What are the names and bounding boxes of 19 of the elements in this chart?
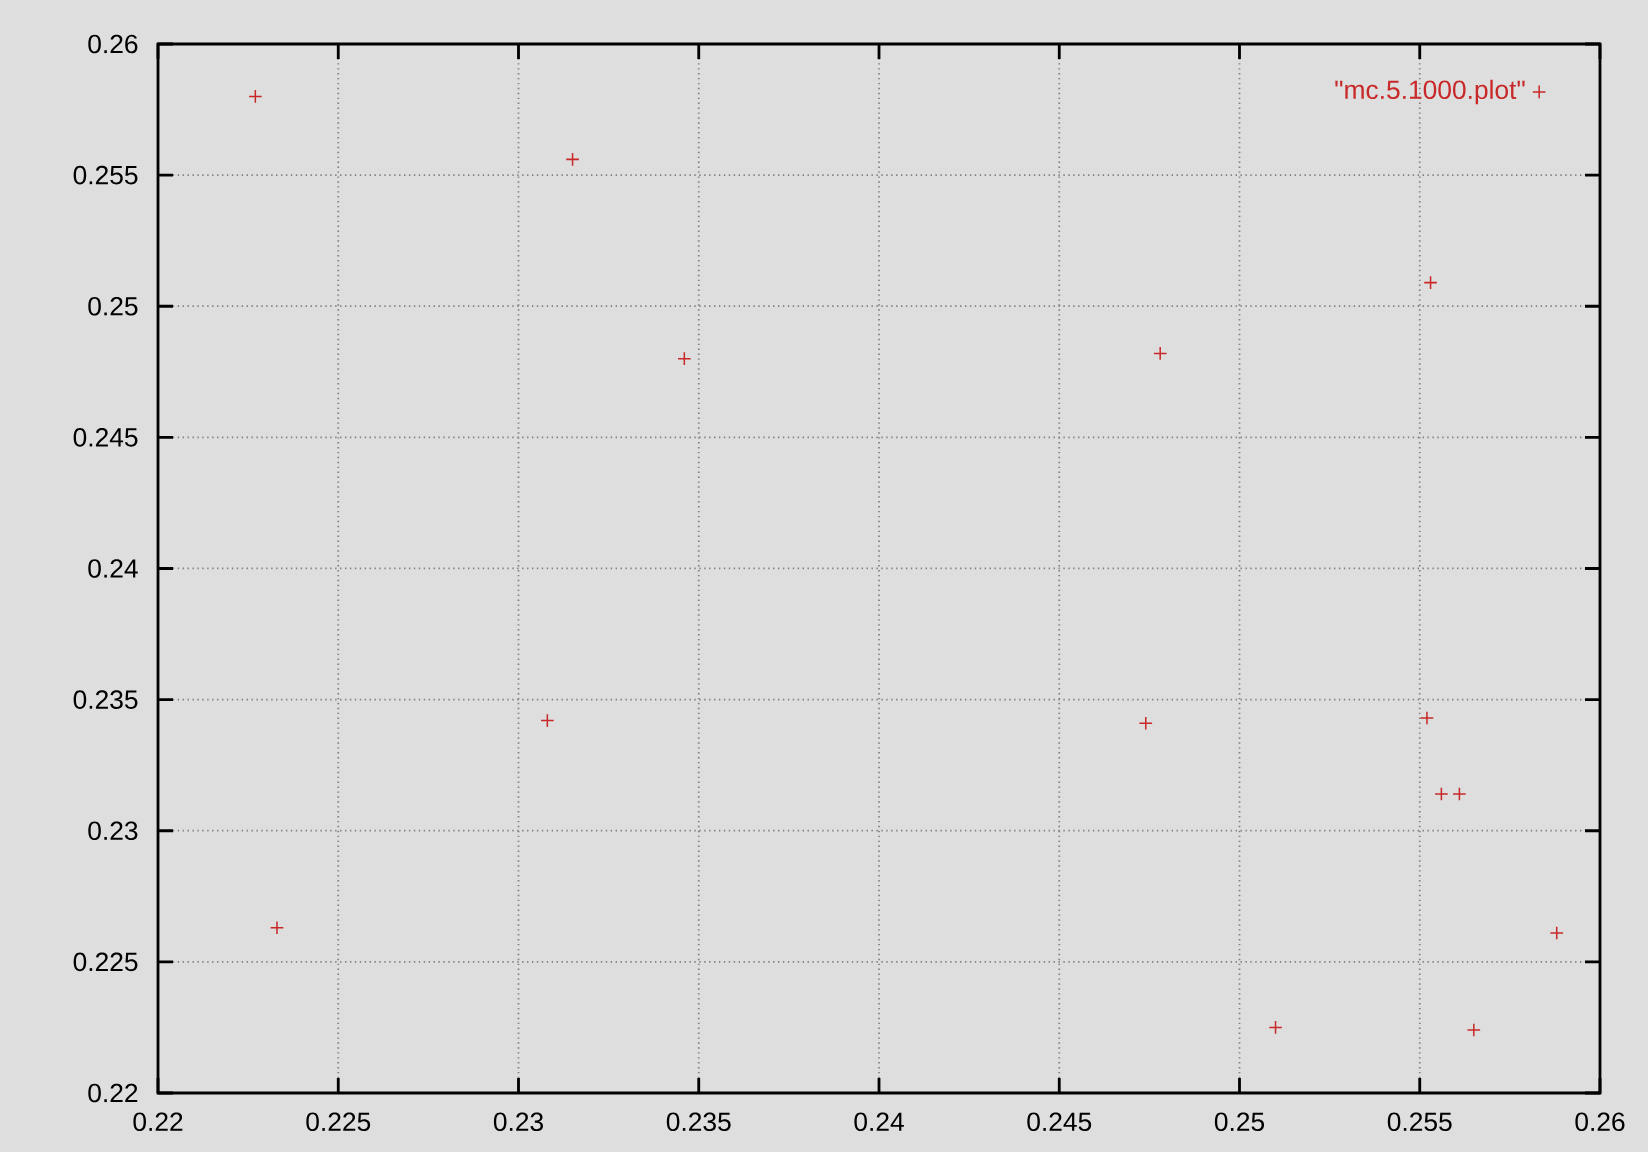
x-tick-label: 0.245: [1027, 1112, 1092, 1132]
legend-label: "mc.5.1000.plot": [1335, 79, 1525, 105]
x-tick-label: 0.26: [1575, 1112, 1625, 1132]
y-tick-label: 0.25: [88, 296, 138, 316]
y-tick-label: 0.245: [73, 428, 138, 447]
y-tick-label: 0.23: [88, 821, 138, 841]
x-tick-label: 0.23: [493, 1112, 543, 1132]
y-tick-label: 0.24: [88, 559, 138, 578]
x-tick-label: 0.25: [1214, 1112, 1265, 1132]
y-tick-label: 0.22: [88, 1083, 138, 1103]
x-tick-label: 0.235: [666, 1112, 731, 1132]
y-tick-label: 0.26: [88, 34, 138, 54]
x-tick-label: 0.255: [1387, 1112, 1452, 1132]
y-tick-label: 0.225: [73, 952, 138, 972]
y-tick-label: 0.255: [73, 165, 138, 185]
x-tick-label: 0.24: [854, 1112, 904, 1132]
x-tick-label: 0.22: [133, 1112, 183, 1132]
x-tick-label: 0.225: [306, 1112, 371, 1132]
y-tick-label: 0.235: [73, 690, 138, 709]
